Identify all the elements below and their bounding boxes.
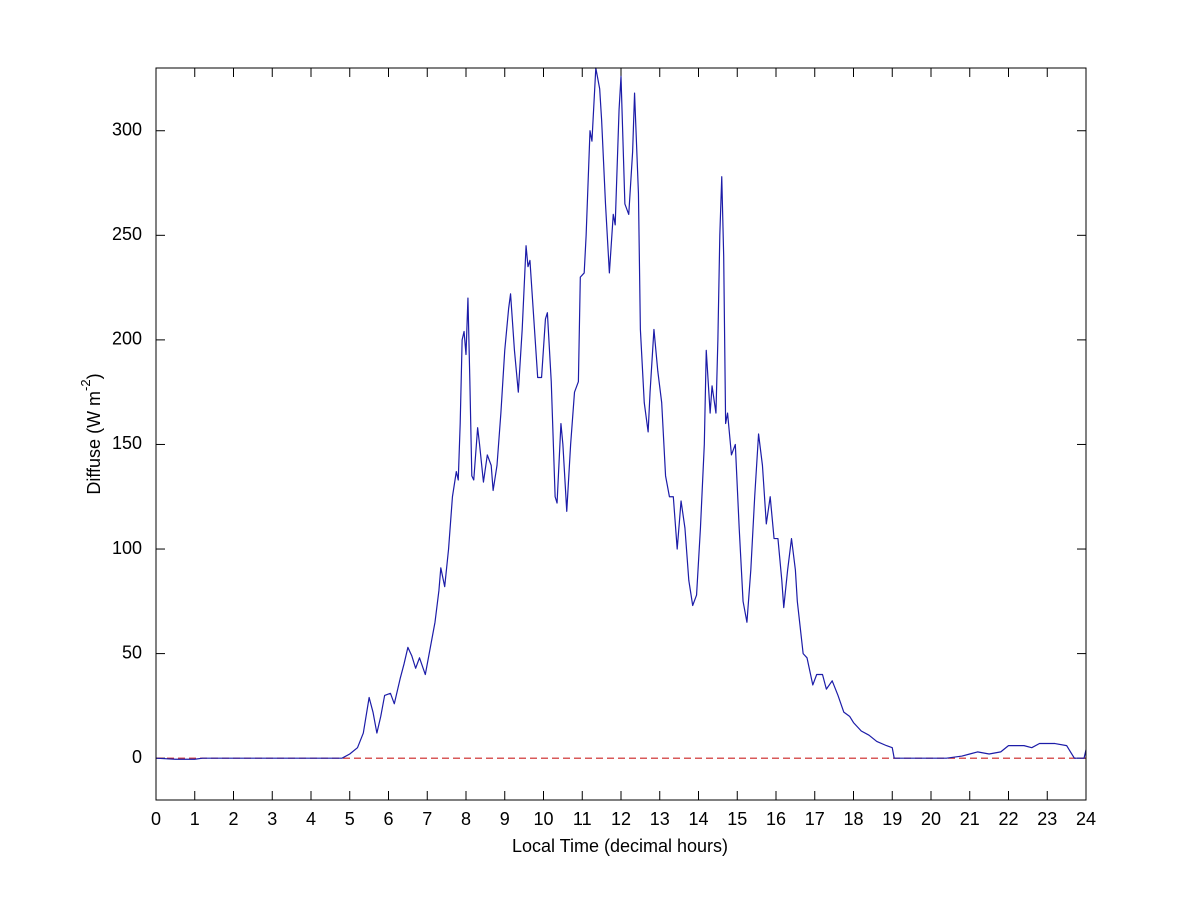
- y-tick-label: 250: [112, 224, 142, 244]
- x-tick-label: 16: [766, 809, 786, 829]
- x-tick-label: 24: [1076, 809, 1096, 829]
- y-axis-label-part: ): [84, 373, 104, 379]
- y-tick-label: 200: [112, 329, 142, 349]
- x-tick-label: 21: [960, 809, 980, 829]
- y-axis-label-sup: -2: [78, 379, 93, 391]
- x-tick-label: 17: [805, 809, 825, 829]
- x-tick-label: 0: [151, 809, 161, 829]
- x-axis-label: Local Time (decimal hours): [512, 836, 728, 856]
- x-tick-label: 11: [573, 809, 592, 829]
- x-tick-label: 14: [688, 809, 708, 829]
- x-tick-label: 23: [1037, 809, 1057, 829]
- x-tick-label: 8: [461, 809, 471, 829]
- x-tick-label: 7: [422, 809, 432, 829]
- x-tick-label: 18: [843, 809, 863, 829]
- x-tick-label: 1: [190, 809, 200, 829]
- y-tick-label: 100: [112, 538, 142, 558]
- x-tick-label: 22: [998, 809, 1018, 829]
- x-tick-label: 2: [228, 809, 238, 829]
- x-tick-label: 6: [383, 809, 393, 829]
- y-axis-label-part: Diffuse (W m: [84, 391, 104, 495]
- x-tick-label: 12: [611, 809, 631, 829]
- x-tick-label: 3: [267, 809, 277, 829]
- y-tick-label: 50: [122, 642, 142, 662]
- y-tick-label: 150: [112, 433, 142, 453]
- x-tick-label: 5: [345, 809, 355, 829]
- y-tick-label: 300: [112, 119, 142, 139]
- data-line: [155, 67, 1087, 760]
- x-tick-label: 15: [727, 809, 747, 829]
- x-tick-label: 13: [650, 809, 670, 829]
- x-tick-label: 9: [500, 809, 510, 829]
- x-tick-label: 19: [882, 809, 902, 829]
- x-tick-label: 4: [306, 809, 316, 829]
- y-tick-label: 0: [132, 747, 142, 767]
- plot-frame: [155, 67, 1087, 801]
- x-tick-label: 20: [921, 809, 941, 829]
- y-axis-label: Diffuse (W m-2): [78, 373, 103, 494]
- x-tick-label: 10: [533, 809, 553, 829]
